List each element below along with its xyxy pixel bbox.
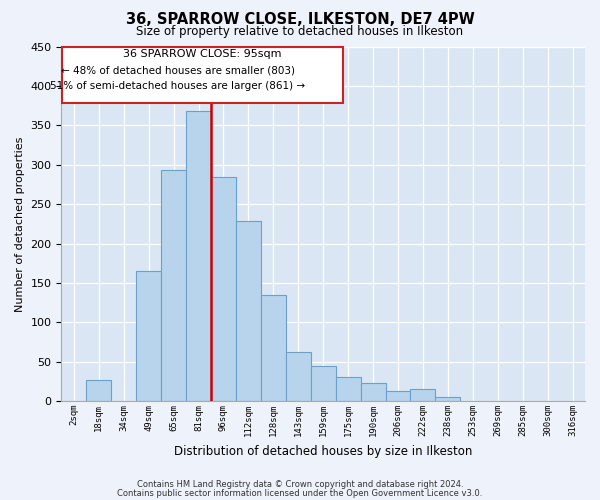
Bar [236, 222, 261, 401]
Text: Contains HM Land Registry data © Crown copyright and database right 2024.: Contains HM Land Registry data © Crown c… [137, 480, 463, 489]
Text: ← 48% of detached houses are smaller (803): ← 48% of detached houses are smaller (80… [61, 65, 295, 75]
X-axis label: Distribution of detached houses by size in Ilkeston: Distribution of detached houses by size … [174, 444, 472, 458]
FancyBboxPatch shape [62, 46, 343, 103]
Bar [211, 176, 236, 401]
Text: 36, SPARROW CLOSE, ILKESTON, DE7 4PW: 36, SPARROW CLOSE, ILKESTON, DE7 4PW [125, 12, 475, 28]
Bar [136, 271, 161, 401]
Bar [436, 397, 460, 401]
Bar [335, 378, 361, 401]
Bar [161, 170, 186, 401]
Bar [410, 390, 436, 401]
Bar [186, 111, 211, 401]
Text: 51% of semi-detached houses are larger (861) →: 51% of semi-detached houses are larger (… [50, 81, 305, 91]
Text: 36 SPARROW CLOSE: 95sqm: 36 SPARROW CLOSE: 95sqm [123, 50, 282, 59]
Bar [386, 391, 410, 401]
Y-axis label: Number of detached properties: Number of detached properties [15, 136, 25, 312]
Bar [311, 366, 335, 401]
Text: Size of property relative to detached houses in Ilkeston: Size of property relative to detached ho… [136, 25, 464, 38]
Text: Contains public sector information licensed under the Open Government Licence v3: Contains public sector information licen… [118, 490, 482, 498]
Bar [86, 380, 111, 401]
Bar [286, 352, 311, 401]
Bar [361, 383, 386, 401]
Bar [261, 294, 286, 401]
